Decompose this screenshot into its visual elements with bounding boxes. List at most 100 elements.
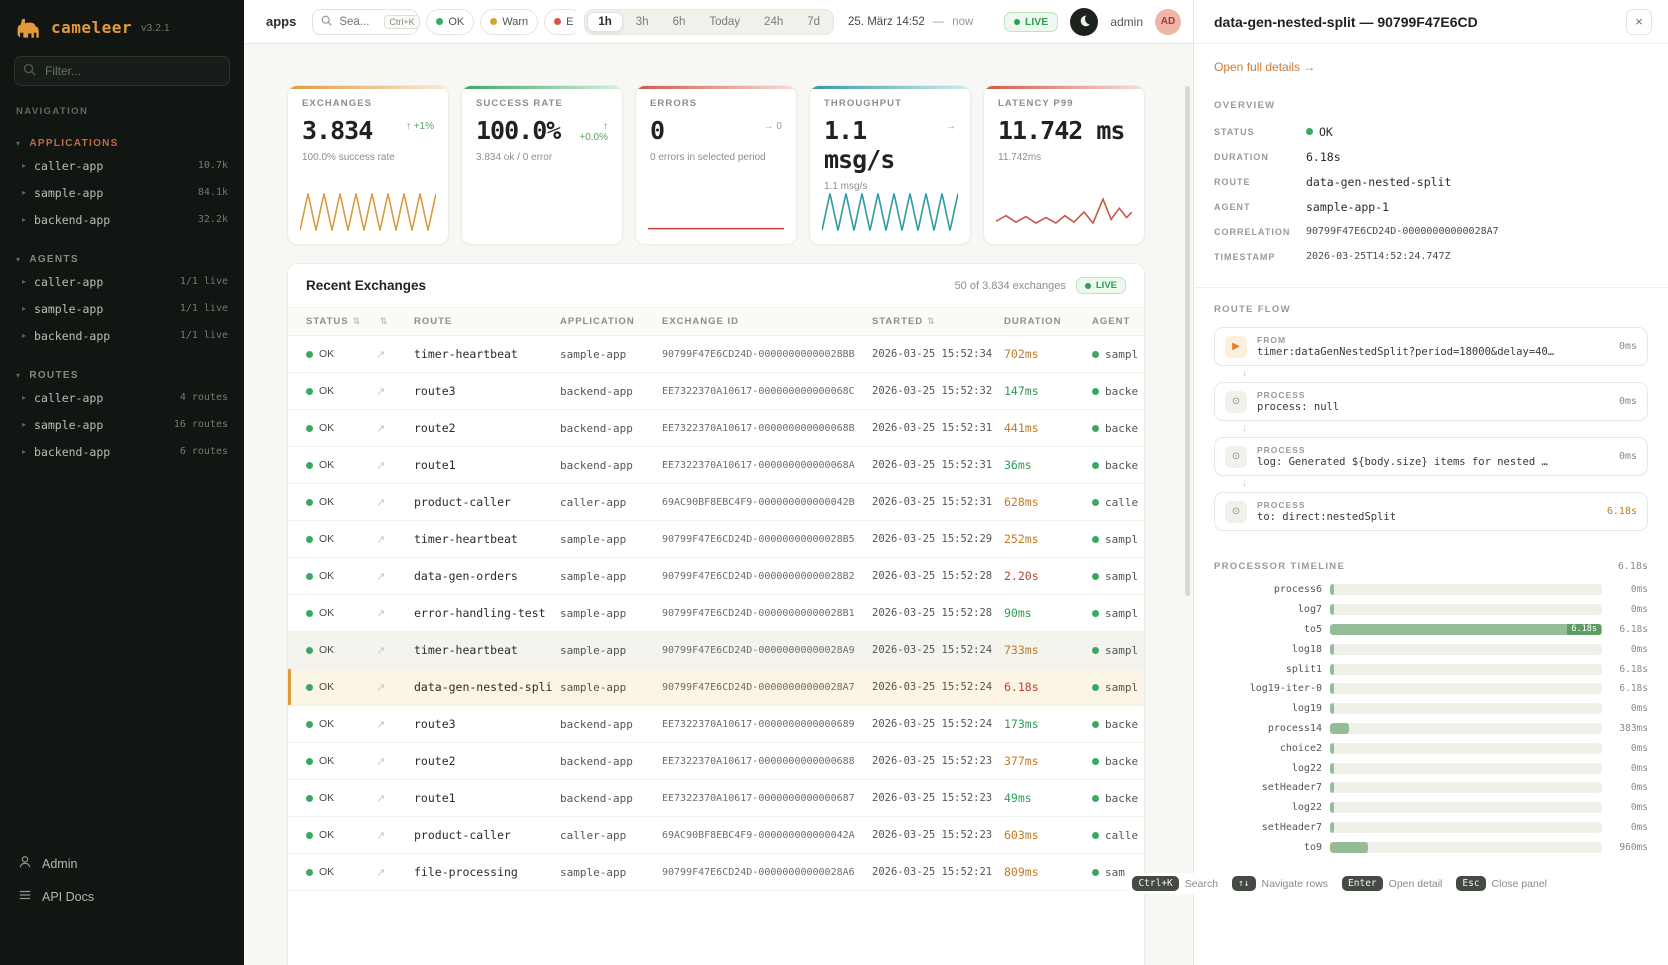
sidebar-item-backend-app[interactable]: ▸ backend-app 6 routes [0,438,244,465]
column-header-agent[interactable]: AGENT [1084,307,1144,336]
dark-mode-toggle[interactable] [1070,7,1099,36]
open-exchange-icon[interactable]: ↗ [376,571,386,583]
sidebar-item-sample-app[interactable]: ▸ sample-app 1/1 live [0,295,244,322]
user-avatar[interactable]: AD [1155,8,1181,35]
scrollbar-thumb[interactable] [1185,86,1190,596]
open-exchange-icon[interactable]: ↗ [376,460,386,472]
global-search[interactable]: Ctrl+K [312,8,420,35]
recent-exchanges-panel: Recent Exchanges 50 of 3.834 exchanges L… [287,263,1145,965]
sidebar-item-admin[interactable]: Admin [18,855,226,872]
column-header-application[interactable]: APPLICATION [552,307,654,336]
table-row[interactable]: OK ↗ route2 backend-app EE7322370A10617-… [288,742,1144,780]
table-row[interactable]: OK ↗ timer-heartbeat sample-app 90799F47… [288,520,1144,558]
open-exchange-icon[interactable]: ↗ [376,423,386,435]
sidebar-item-sample-app[interactable]: ▸ sample-app 16 routes [0,411,244,438]
column-header-started[interactable]: STARTED ⇅ [864,307,996,336]
agent-label: sample [1105,347,1138,361]
column-label: DURATION [1004,316,1062,327]
column-header-open[interactable]: ⇅ [368,307,406,336]
open-full-details-link[interactable]: Open full details → [1214,60,1316,74]
open-exchange-icon[interactable]: ↗ [376,719,386,731]
table-row[interactable]: OK ↗ route1 backend-app EE7322370A10617-… [288,446,1144,484]
range-6h[interactable]: 6h [662,12,697,32]
column-header-status[interactable]: STATUS ⇅ [288,307,368,336]
table-row[interactable]: OK ↗ data-gen-nested-split sample-app 90… [288,668,1144,706]
overview-row-route: ROUTE data-gen-nested-split [1194,169,1668,194]
sidebar-section-routes[interactable]: ▾ ROUTES [0,367,244,384]
table-row[interactable]: OK ↗ timer-heartbeat sample-app 90799F47… [288,631,1144,669]
kpi-card-success-rate: SUCCESS RATE 100.0% ↑ +0.0% 3.834 ok / 0… [461,85,623,245]
exchange-id-cell: 90799F47E6CD24D-00000000000028B2 [654,557,864,595]
table-row[interactable]: OK ↗ route3 backend-app EE7322370A10617-… [288,705,1144,743]
table-row[interactable]: OK ↗ file-processing sample-app 90799F47… [288,853,1144,891]
sidebar-section-applications[interactable]: ▾ APPLICATIONS [0,135,244,152]
open-exchange-icon[interactable]: ↗ [376,830,386,842]
search-icon [23,63,36,81]
processor-icon: ⊙ [1225,390,1247,413]
open-exchange-icon[interactable]: ↗ [376,756,386,768]
sidebar-item-label: caller-app [34,390,104,405]
open-exchange-icon[interactable]: ↗ [376,349,386,361]
search-shortcut-badge: Ctrl+K [384,14,420,29]
open-exchange-icon[interactable]: ↗ [376,682,386,694]
hint-label: Navigate rows [1261,877,1329,890]
range-today[interactable]: Today [698,12,751,32]
range-1h[interactable]: 1h [587,11,623,32]
sidebar-item-caller-app[interactable]: ▸ caller-app 4 routes [0,384,244,411]
open-exchange-icon[interactable]: ↗ [376,793,386,805]
table-live-badge[interactable]: LIVE [1075,277,1126,294]
status-label: OK [319,829,335,841]
search-input[interactable] [337,14,380,29]
table-row[interactable]: OK ↗ error-handling-test sample-app 9079… [288,594,1144,632]
table-row[interactable]: OK ↗ product-caller caller-app 69AC90BF8… [288,483,1144,521]
table-row[interactable]: OK ↗ product-caller caller-app 69AC90BF8… [288,816,1144,854]
table-row[interactable]: OK ↗ route1 backend-app EE7322370A10617-… [288,779,1144,817]
agent-live-dot-icon [1092,461,1099,469]
sidebar-item-caller-app[interactable]: ▸ caller-app 10.7k [0,152,244,179]
open-exchange-icon[interactable]: ↗ [376,386,386,398]
table-row[interactable]: OK ↗ route2 backend-app EE7322370A10617-… [288,409,1144,447]
range-7d[interactable]: 7d [796,12,831,32]
sidebar-item-backend-app[interactable]: ▸ backend-app 32.2k [0,206,244,233]
ok-dot-icon [306,535,313,543]
open-exchange-icon[interactable]: ↗ [376,867,386,879]
duration-cell: 147ms [996,372,1084,410]
status-badge: OK [306,644,360,656]
open-exchange-icon[interactable]: ↗ [376,534,386,546]
sidebar-item-api-docs[interactable]: API Docs [18,888,226,905]
open-exchange-icon[interactable]: ↗ [376,645,386,657]
timeline-track [1330,821,1602,833]
open-exchange-icon[interactable]: ↗ [376,497,386,509]
column-label: AGENT [1092,316,1131,327]
column-header-duration[interactable]: DURATION [996,307,1084,336]
sidebar-filter-input[interactable] [14,56,230,86]
route-flow-step: ⊙ PROCESS process: null 0ms [1214,382,1648,421]
live-toggle[interactable]: LIVE [1003,11,1059,32]
timeline-track [1330,722,1602,734]
open-exchange-icon[interactable]: ↗ [376,608,386,620]
filter-chip-ok[interactable]: OK [426,8,475,35]
sidebar-item-sample-app[interactable]: ▸ sample-app 84.1k [0,179,244,206]
filter-chip-warn[interactable]: Warn [480,8,539,35]
table-row[interactable]: OK ↗ data-gen-orders sample-app 90799F47… [288,557,1144,595]
column-header-route[interactable]: ROUTE [406,307,552,336]
overview-label: STATUS [1214,126,1255,137]
column-header-exchange-id[interactable]: EXCHANGE ID [654,307,864,336]
processor-duration: 383ms [1619,722,1648,734]
close-icon[interactable]: × [1626,8,1652,35]
flow-step-duration: 6.18s [1606,506,1637,517]
exchange-count-summary: 50 of 3.834 exchanges [954,279,1066,292]
table-row[interactable]: OK ↗ route3 backend-app EE7322370A10617-… [288,372,1144,410]
sidebar-item-caller-app[interactable]: ▸ caller-app 1/1 live [0,268,244,295]
range-3h[interactable]: 3h [625,12,660,32]
column-label: EXCHANGE ID [662,316,739,327]
filter-chip-e[interactable]: E [544,8,577,35]
status-dot-icon [436,18,444,25]
range-24h[interactable]: 24h [753,12,794,32]
sidebar-section-agents[interactable]: ▾ AGENTS [0,251,244,268]
ok-dot-icon [306,387,313,395]
route-cell: route1 [406,446,552,484]
sidebar-item-backend-app[interactable]: ▸ backend-app 1/1 live [0,322,244,349]
table-row[interactable]: OK ↗ timer-heartbeat sample-app 90799F47… [288,335,1144,373]
date-range-control[interactable]: 25. März 14:52 — now [848,16,973,28]
